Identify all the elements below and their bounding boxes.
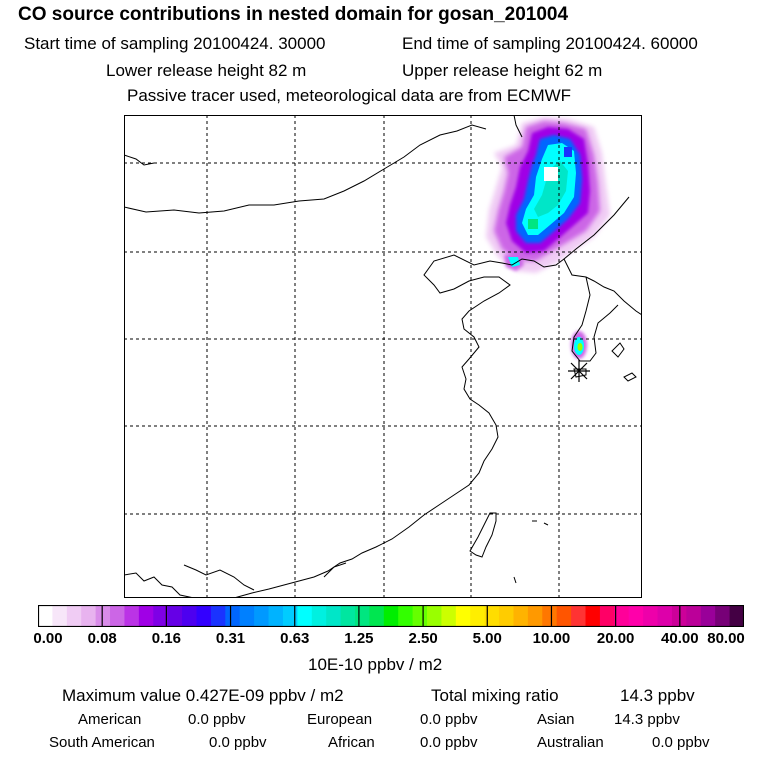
grid-lines [124, 115, 642, 598]
figure-title: CO source contributions in nested domain… [18, 4, 569, 25]
colorbar-frame [38, 605, 744, 627]
colorbar-swatch [628, 605, 644, 627]
colorbar-swatch [326, 605, 342, 627]
colorbar-swatch [686, 605, 702, 627]
release-site-marker [568, 360, 590, 382]
region-name: Asian [537, 711, 575, 728]
region-value: 0.0 ppbv [652, 734, 710, 751]
colorbar-swatch [254, 605, 270, 627]
colorbar-swatch [542, 605, 558, 627]
colorbar-swatch [225, 605, 241, 627]
colorbar-swatch [239, 605, 255, 627]
colorbar-unit: 10E-10 ppbv / m2 [308, 655, 443, 674]
colorbar-tick-label: 1.25 [344, 630, 374, 647]
colorbar-swatch [412, 605, 428, 627]
colorbar-tick-label: 20.00 [596, 630, 635, 647]
colorbar-tick-label: 0.16 [151, 630, 181, 647]
end-time-label: End time of sampling 20100424. 60000 [402, 34, 698, 53]
colorbar-tick-label: 0.63 [280, 630, 310, 647]
colorbar-swatch [556, 605, 572, 627]
region-name: American [78, 711, 142, 728]
colorbar-swatch [95, 605, 111, 627]
region-value: 0.0 ppbv [420, 734, 478, 751]
region-value: 0.0 ppbv [188, 711, 246, 728]
total-mixing-value: 14.3 ppbv [620, 686, 695, 705]
colorbar-swatch [427, 605, 443, 627]
colorbar-swatch [167, 605, 183, 627]
total-mixing-label: Total mixing ratio [431, 686, 559, 705]
region-value: 14.3 ppbv [614, 711, 680, 728]
tracer-note: Passive tracer used, meteorological data… [127, 86, 572, 105]
colorbar-swatch [513, 605, 529, 627]
map-frame [124, 115, 642, 598]
colorbar-swatch [700, 605, 716, 627]
colorbar-swatch [455, 605, 471, 627]
colorbar-swatch [643, 605, 659, 627]
colorbar-swatch [81, 605, 97, 627]
colorbar [38, 605, 744, 627]
colorbar-swatch [527, 605, 543, 627]
region-value: 0.0 ppbv [209, 734, 267, 751]
start-time-label: Start time of sampling 20100424. 30000 [24, 34, 326, 53]
colorbar-swatch [138, 605, 154, 627]
colorbar-swatch [182, 605, 198, 627]
colorbar-swatch [354, 605, 370, 627]
colorbar-tick-label: 0.08 [87, 630, 117, 647]
colorbar-tick-label: 10.00 [532, 630, 571, 647]
colorbar-swatch [383, 605, 399, 627]
colorbar-swatch [715, 605, 731, 627]
colorbar-swatch [268, 605, 284, 627]
colorbar-swatch [585, 605, 601, 627]
lower-height-label: Lower release height 82 m [106, 61, 307, 80]
colorbar-tick-label: 40.00 [661, 630, 699, 647]
colorbar-swatch [297, 605, 313, 627]
colorbar-swatch [657, 605, 673, 627]
upper-height-label: Upper release height 62 m [402, 61, 603, 80]
colorbar-tick-label: 0.31 [215, 630, 246, 647]
colorbar-swatch [470, 605, 486, 627]
region-name: Australian [537, 734, 604, 751]
colorbar-swatch [614, 605, 630, 627]
coastlines [124, 115, 642, 598]
colorbar-tick-label: 80.00 [707, 630, 745, 647]
colorbar-swatch [124, 605, 140, 627]
colorbar-swatch [441, 605, 457, 627]
region-name: African [328, 734, 375, 751]
colorbar-swatch [153, 605, 169, 627]
colorbar-swatch [599, 605, 615, 627]
colorbar-swatch [571, 605, 587, 627]
colorbar-swatch [484, 605, 500, 627]
region-value: 0.0 ppbv [420, 711, 478, 728]
colorbar-swatch [66, 605, 82, 627]
colorbar-swatch [311, 605, 327, 627]
map-panel [124, 115, 642, 598]
colorbar-tick-label: 0.00 [33, 630, 63, 647]
colorbar-swatch [196, 605, 212, 627]
colorbar-swatch [110, 605, 126, 627]
colorbar-swatch [369, 605, 385, 627]
colorbar-swatch [282, 605, 298, 627]
colorbar-swatch [210, 605, 226, 627]
korea-hotspot [571, 331, 587, 359]
colorbar-tick-label: 5.00 [472, 630, 502, 647]
colorbar-swatch [340, 605, 356, 627]
colorbar-tick-label: 2.50 [408, 630, 438, 647]
colorbar-swatch [52, 605, 68, 627]
max-value-label: Maximum value 0.427E-09 ppbv / m2 [62, 686, 344, 705]
colorbar-swatch [729, 605, 744, 627]
colorbar-swatch [499, 605, 515, 627]
colorbar-swatch [398, 605, 414, 627]
region-name: South American [49, 734, 155, 751]
region-name: European [307, 711, 373, 728]
colorbar-swatch [38, 605, 54, 627]
